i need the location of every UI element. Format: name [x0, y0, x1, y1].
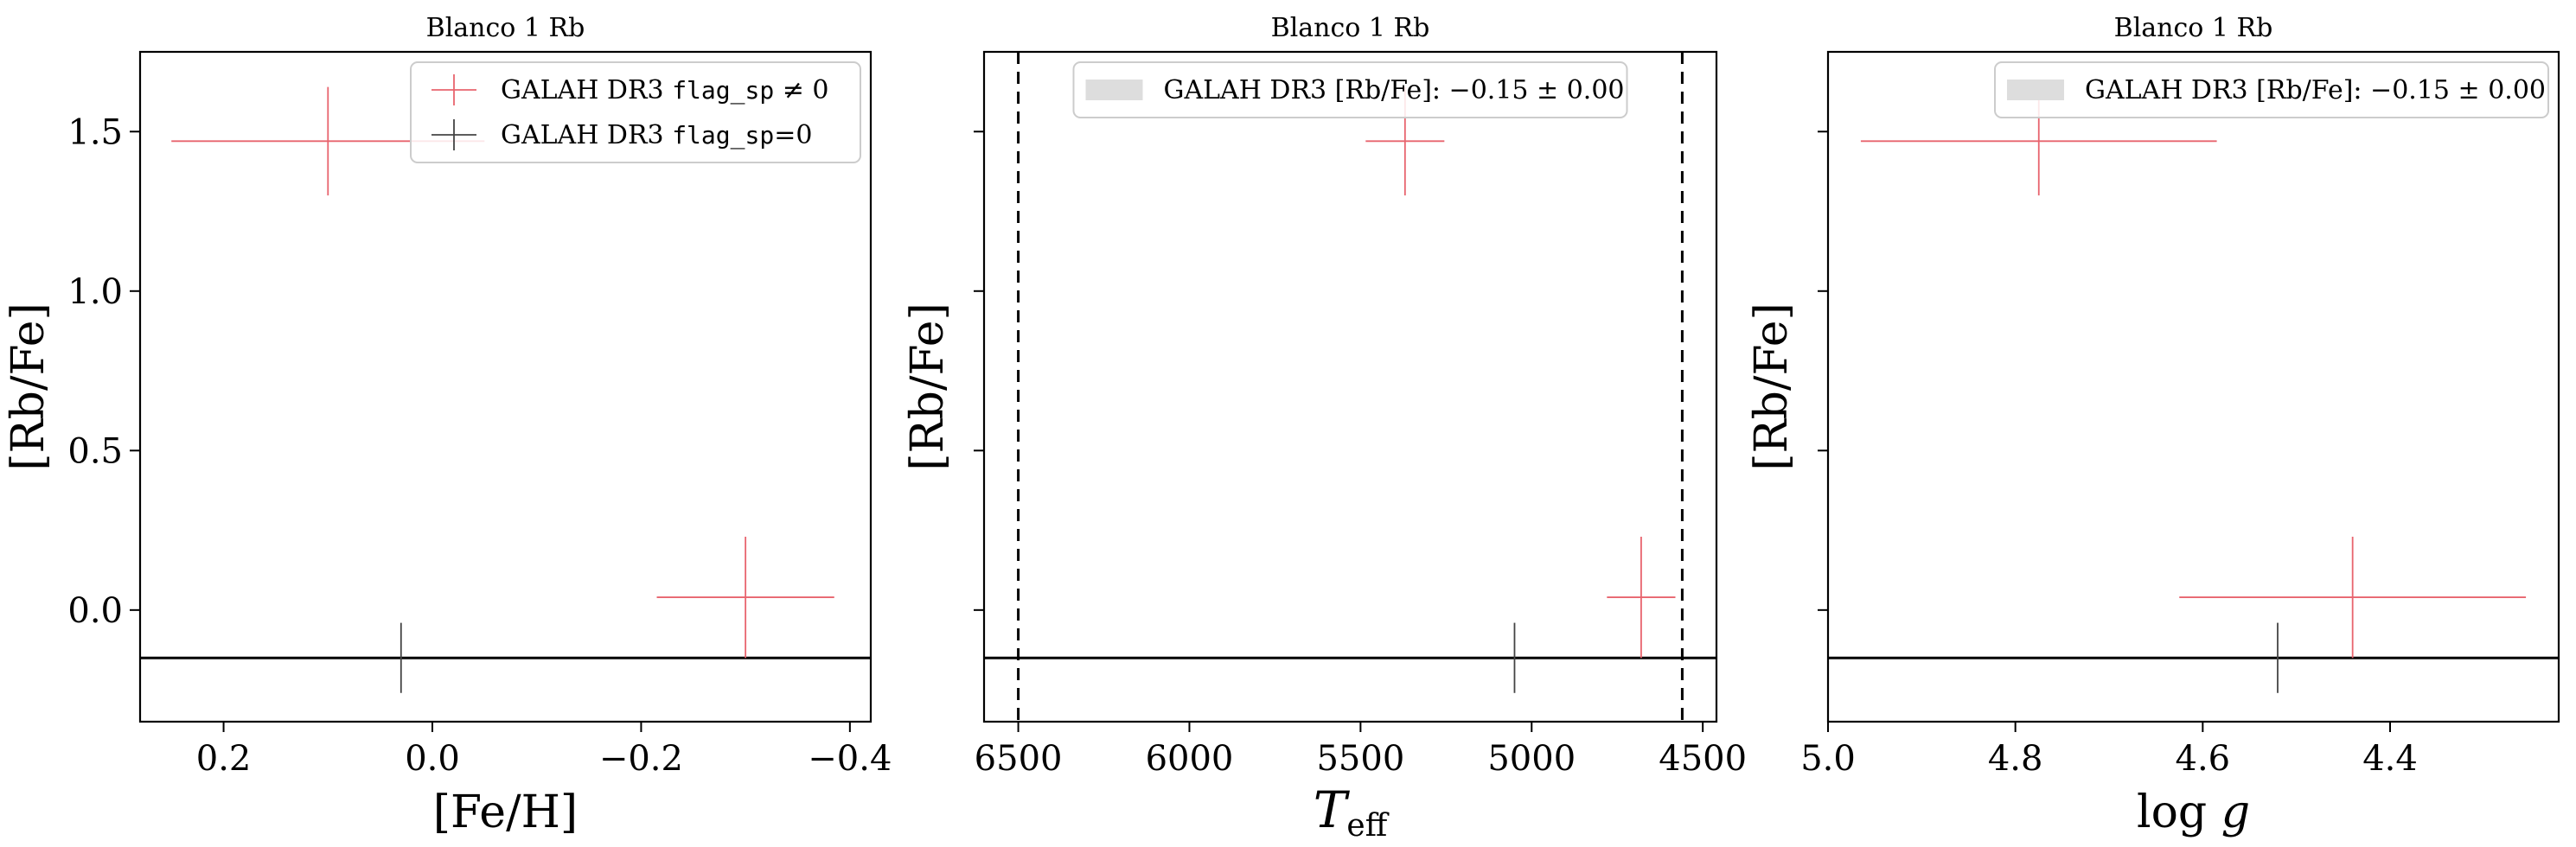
legend-frame	[1994, 61, 2549, 118]
legend-frame	[410, 61, 861, 163]
legend-label: GALAH DR3 [Rb/Fe]: −0.15 ± 0.00	[2085, 75, 2546, 105]
legend-frame	[1072, 61, 1628, 118]
x-tick-label: −0.4	[808, 739, 892, 779]
panel-teff: 6500 6000 5500 5000 4500 Blanco 1 Rb Teff [Rb/F…	[902, 13, 1747, 844]
panel-title: Blanco 1 Rb	[1271, 13, 1430, 43]
axes-frame	[138, 50, 873, 723]
y-axis-label: [Rb/Fe]	[3, 302, 54, 471]
x-tick-label: 0.0	[405, 739, 460, 779]
axes-frame	[1826, 50, 2560, 723]
x-axis-label: [Fe/H]	[433, 786, 578, 838]
x-tick-label: 5500	[1316, 739, 1404, 779]
panel-logg: 5.0 4.8 4.6 4.4 Blanco 1 Rb log g [Rb/Fe] GALAH…	[1746, 13, 2560, 838]
legend-entry-0: GALAH DR3 [Rb/Fe]: −0.15 ± 0.00	[1085, 75, 1625, 105]
x-tick-label: 6000	[1146, 739, 1234, 779]
panel-title: Blanco 1 Rb	[426, 13, 585, 43]
data-point-1	[1607, 536, 1676, 659]
y-tick-label: 0.5	[67, 431, 123, 471]
legend-label: GALAH DR3 flag_sp ≠ 0	[501, 75, 829, 105]
x-tick-label: 5.0	[1800, 739, 1856, 779]
legend-label: GALAH DR3 flag_sp=0	[501, 120, 812, 150]
x-tick-label: 4.6	[2176, 739, 2231, 779]
axes-frame	[982, 50, 1718, 723]
x-tick-label: 4500	[1659, 739, 1747, 779]
data-point-1	[2179, 536, 2527, 659]
y-axis-label: [Rb/Fe]	[902, 302, 954, 471]
legend-entry-0: GALAH DR3 flag_sp ≠ 0	[431, 74, 829, 105]
legend-entry-1: GALAH DR3 flag_sp=0	[431, 119, 812, 150]
x-tick-label: 6500	[975, 739, 1063, 779]
x-tick-label: 5000	[1487, 739, 1576, 779]
x-axis-label: Teff	[1314, 780, 1390, 844]
y-axis-label: [Rb/Fe]	[1746, 302, 1798, 471]
data-point-1	[656, 536, 834, 659]
panel-title: Blanco 1 Rb	[2114, 13, 2273, 43]
legend: GALAH DR3 flag_sp ≠ 0 GALAH DR3 flag_sp=0	[410, 61, 861, 163]
legend-band-swatch	[2007, 80, 2064, 100]
y-tick-label: 1.5	[67, 112, 123, 152]
legend: GALAH DR3 [Rb/Fe]: −0.15 ± 0.00	[1994, 61, 2549, 118]
x-tick-label: 0.2	[196, 739, 252, 779]
y-tick-label: 0.0	[67, 591, 123, 631]
legend-label: GALAH DR3 [Rb/Fe]: −0.15 ± 0.00	[1164, 75, 1625, 105]
x-tick-label: −0.2	[599, 739, 683, 779]
x-tick-label: 4.4	[2362, 739, 2418, 779]
legend-band-swatch	[1085, 80, 1143, 100]
legend-entry-0: GALAH DR3 [Rb/Fe]: −0.15 ± 0.00	[2007, 75, 2546, 105]
legend: GALAH DR3 [Rb/Fe]: −0.15 ± 0.00	[1072, 61, 1628, 118]
x-axis-label: log g	[2137, 786, 2250, 838]
y-tick-label: 1.0	[67, 272, 123, 312]
x-tick-label: 4.8	[1988, 739, 2043, 779]
panel-feh: 0.2 0.0 −0.2 −0.4 0.0 0.5 1.0 1.5 Blanco 1 Rb [Fe…	[3, 13, 892, 838]
